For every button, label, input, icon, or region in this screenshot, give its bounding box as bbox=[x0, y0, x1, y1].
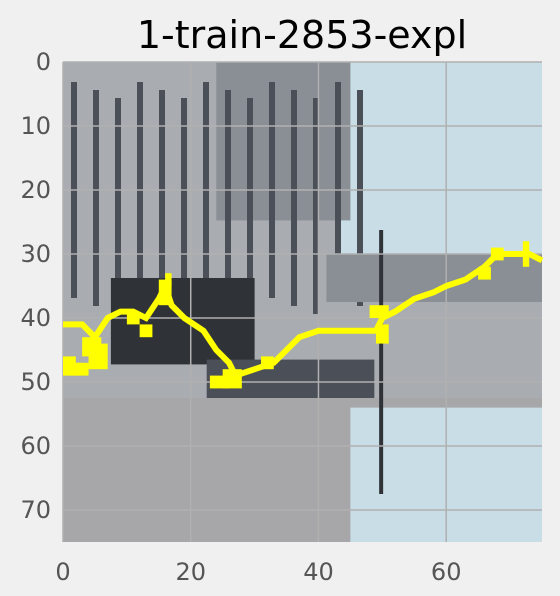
y-tick-label: 70 bbox=[20, 496, 51, 524]
sky-region bbox=[340, 62, 542, 264]
grid-lines bbox=[62, 61, 542, 542]
overlay-blob bbox=[88, 343, 108, 370]
explanation-overlay bbox=[63, 241, 544, 389]
y-tick-label: 10 bbox=[20, 112, 51, 140]
window-column bbox=[159, 90, 165, 306]
overlay-blob bbox=[478, 266, 491, 280]
x-tick-label: 60 bbox=[431, 558, 462, 586]
window-column bbox=[291, 90, 297, 306]
lamp-post bbox=[379, 230, 384, 494]
overlay-blob bbox=[522, 241, 530, 267]
overlay-blob bbox=[490, 247, 504, 261]
x-axis-ticks: 0 20 40 60 bbox=[55, 558, 461, 586]
overlay-blob bbox=[139, 324, 153, 338]
y-tick-label: 30 bbox=[20, 240, 51, 268]
window-column bbox=[247, 98, 253, 314]
overlay-blob bbox=[75, 362, 89, 376]
x-tick-label: 40 bbox=[303, 558, 334, 586]
window-column bbox=[225, 90, 231, 306]
overlay-blob bbox=[126, 311, 140, 325]
y-tick-label: 40 bbox=[20, 304, 51, 332]
overlay-blob bbox=[260, 356, 274, 370]
x-tick-label: 0 bbox=[55, 558, 70, 586]
y-axis-ticks: 0 10 20 30 40 50 60 70 bbox=[20, 48, 51, 524]
overlay-blob bbox=[369, 305, 389, 318]
window-column bbox=[313, 98, 319, 314]
x-tick-label: 20 bbox=[175, 558, 206, 586]
window-column bbox=[93, 90, 99, 306]
y-tick-label: 0 bbox=[36, 48, 51, 76]
window-column bbox=[181, 98, 187, 314]
y-tick-label: 20 bbox=[20, 176, 51, 204]
overlay-blob bbox=[165, 273, 172, 286]
figure-title: 1-train-2853-expl bbox=[137, 13, 467, 57]
overlay-blob bbox=[222, 369, 242, 389]
window-column bbox=[115, 98, 121, 314]
pixelated-street-image bbox=[63, 62, 542, 542]
y-tick-label: 50 bbox=[20, 368, 51, 396]
y-tick-label: 60 bbox=[20, 432, 51, 460]
window-column bbox=[357, 90, 363, 306]
overlay-blob bbox=[375, 324, 389, 344]
